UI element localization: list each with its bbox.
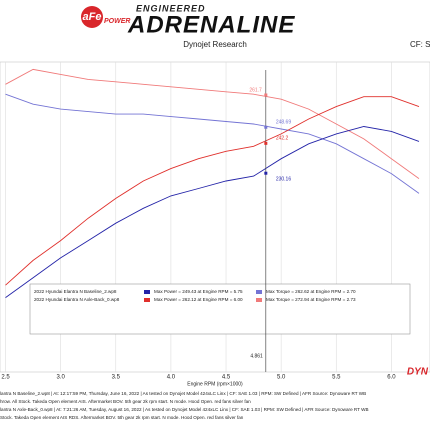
footer-note: lantra N Axle-Back_0.wp8 | At: 7:21:26 A… [0,407,369,412]
series-line [5,93,420,194]
x-tick-label: 5.5 [332,375,341,381]
x-tick-label: 6.0 [387,375,396,381]
cursor-value: 230.16 [276,177,292,183]
cursor-marker [264,171,268,175]
legend-swatch [144,290,150,294]
cursor-marker [264,93,268,97]
x-tick-label: 2.5 [1,375,10,381]
x-tick-label: 4.5 [222,375,231,381]
legend-torque: Max Torque = 262.62 at Engine RPM = 2.70 [266,289,356,294]
legend-power: Max Power = 249.43 at Engine RPM = 5.75 [154,289,243,294]
x-axis-label: Engine RPM (rpm×1000) [187,381,243,387]
legend-swatch [256,290,262,294]
logo-sub: POWER [104,18,130,25]
logo-brand: aFe [83,11,102,23]
footer-note: lantra N Baseline_2.wp8 | At: 12:17:59 P… [0,391,366,396]
cf: CF: S [410,40,430,49]
title: ADRENALINE [127,11,295,38]
cursor-value: 248.69 [276,120,292,126]
series-line [5,126,420,298]
cursor-marker [264,125,268,129]
legend-swatch [144,298,150,302]
cursor-marker [264,141,268,145]
legend-swatch [256,298,262,302]
footer-note: Stock. Takeda Open element AIS RDS. Afte… [0,415,244,420]
cursor-value: 242.2 [276,136,289,142]
corner-logo: DYN [407,367,429,378]
legend-box [29,283,411,335]
legend-torque: Max Torque = 272.94 at Engine RPM = 2.73 [266,297,356,302]
subtitle: Dynojet Research [183,40,247,49]
footer-note: hrow. All Stock. Takeda Open element AIS… [0,399,251,404]
legend-file: 2022 Hyundai Elantra N Axle-Back_0.wp8 [34,297,120,302]
series-line [5,68,420,179]
x-tick-label: 5.0 [277,375,286,381]
x-tick-label: 3.5 [112,375,121,381]
tagline: ENGINEERED [136,3,206,13]
legend-file: 2022 Hyundai Elantra N Baseline_2.wp8 [34,289,117,294]
cursor-label: 4.861 [250,353,263,359]
x-tick-label: 4.0 [167,375,176,381]
cursor-value: 261.7 [249,87,262,93]
logo-circle [81,6,103,28]
legend-power: Max Power = 262.12 at Engine RPM = 6.00 [154,297,243,302]
series-line [5,96,420,286]
x-tick-label: 3.0 [56,375,65,381]
